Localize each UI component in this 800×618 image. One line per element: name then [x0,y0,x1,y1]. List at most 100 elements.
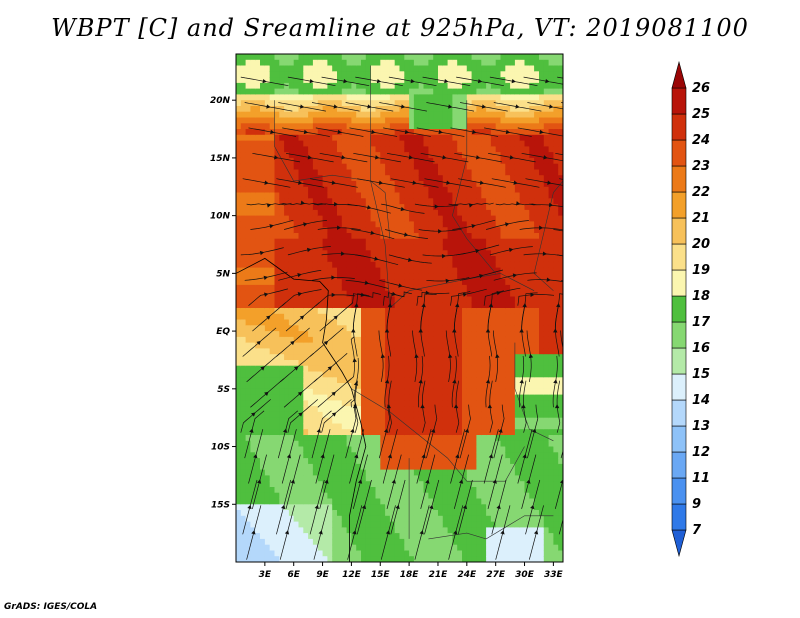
field-cell [471,186,477,194]
field-cell [293,106,300,113]
field-cell [428,106,434,113]
field-cell [264,256,271,263]
field-cell [264,175,271,182]
field-cell [471,175,477,182]
field-cell [447,533,453,540]
field-cell [303,429,309,436]
field-cell [452,510,458,517]
field-cell [284,440,290,448]
field-cell [322,273,328,280]
field-cell [361,169,367,176]
field-cell [269,100,276,107]
field-cell [260,504,266,511]
field-cell [365,521,372,528]
field-cell [466,308,473,315]
field-cell [288,250,295,257]
field-cell [346,360,352,367]
field-cell [481,521,487,528]
field-cell [438,325,444,332]
field-cell [481,123,487,130]
field-cell [356,394,362,401]
field-cell [274,146,280,153]
field-cell [269,423,276,430]
field-cell [404,65,410,72]
field-cell [500,71,506,78]
field-cell [462,123,468,130]
field-cell [361,400,367,407]
field-cell [505,192,511,199]
field-cell [481,284,487,292]
field-cell [260,429,266,436]
field-cell [380,284,386,292]
field-cell [404,140,410,147]
field-cell [399,59,405,67]
field-cell [495,111,502,119]
field-cell [413,250,420,257]
field-cell [380,313,386,321]
field-cell [260,550,266,557]
field-cell [332,181,338,188]
field-cell [394,365,401,373]
field-cell [240,411,247,419]
field-cell [322,371,328,378]
field-cell [365,423,372,430]
field-cell [240,463,247,471]
field-cell [423,88,429,95]
field-cell [399,134,405,142]
field-cell [312,452,319,459]
field-cell [428,215,434,222]
field-cell [264,463,271,471]
field-cell [375,400,381,407]
field-cell [462,400,468,407]
field-cell [288,233,295,240]
field-cell [356,492,362,500]
field-cell [500,538,506,546]
field-cell [433,325,439,332]
field-cell [452,77,458,84]
field-cell [423,504,429,511]
field-cell [240,192,247,199]
field-cell [409,256,415,263]
field-cell [260,77,266,84]
field-cell [413,244,420,251]
field-cell [433,406,439,413]
field-cell [385,400,391,407]
field-cell [346,417,352,425]
field-cell [269,123,276,130]
field-cell [279,469,285,476]
field-cell [476,406,482,413]
field-cell [293,175,300,182]
field-cell [462,117,468,124]
field-cell [346,140,352,147]
field-cell [418,238,425,246]
field-cell [413,157,420,165]
field-cell [399,458,405,465]
field-cell [337,498,343,505]
field-cell [423,435,429,442]
field-cell [351,59,357,67]
field-cell [264,481,271,488]
field-cell [438,134,444,142]
field-cell [505,111,511,119]
field-cell [269,533,276,540]
field-cell [486,429,492,436]
field-cell [442,313,449,321]
field-cell [337,452,343,459]
field-cell [293,440,300,448]
field-cell [418,510,425,517]
field-cell [452,221,458,228]
field-cell [447,383,453,390]
field-cell [298,204,304,211]
field-cell [260,342,266,349]
field-cell [399,377,405,384]
field-cell [274,250,280,257]
field-cell [500,550,506,557]
field-cell [500,261,506,269]
field-cell [346,117,352,124]
field-cell [457,515,463,523]
field-cell [394,204,401,211]
field-cell [404,319,410,326]
field-cell [490,284,497,292]
field-cell [389,123,396,130]
field-cell [418,435,425,442]
